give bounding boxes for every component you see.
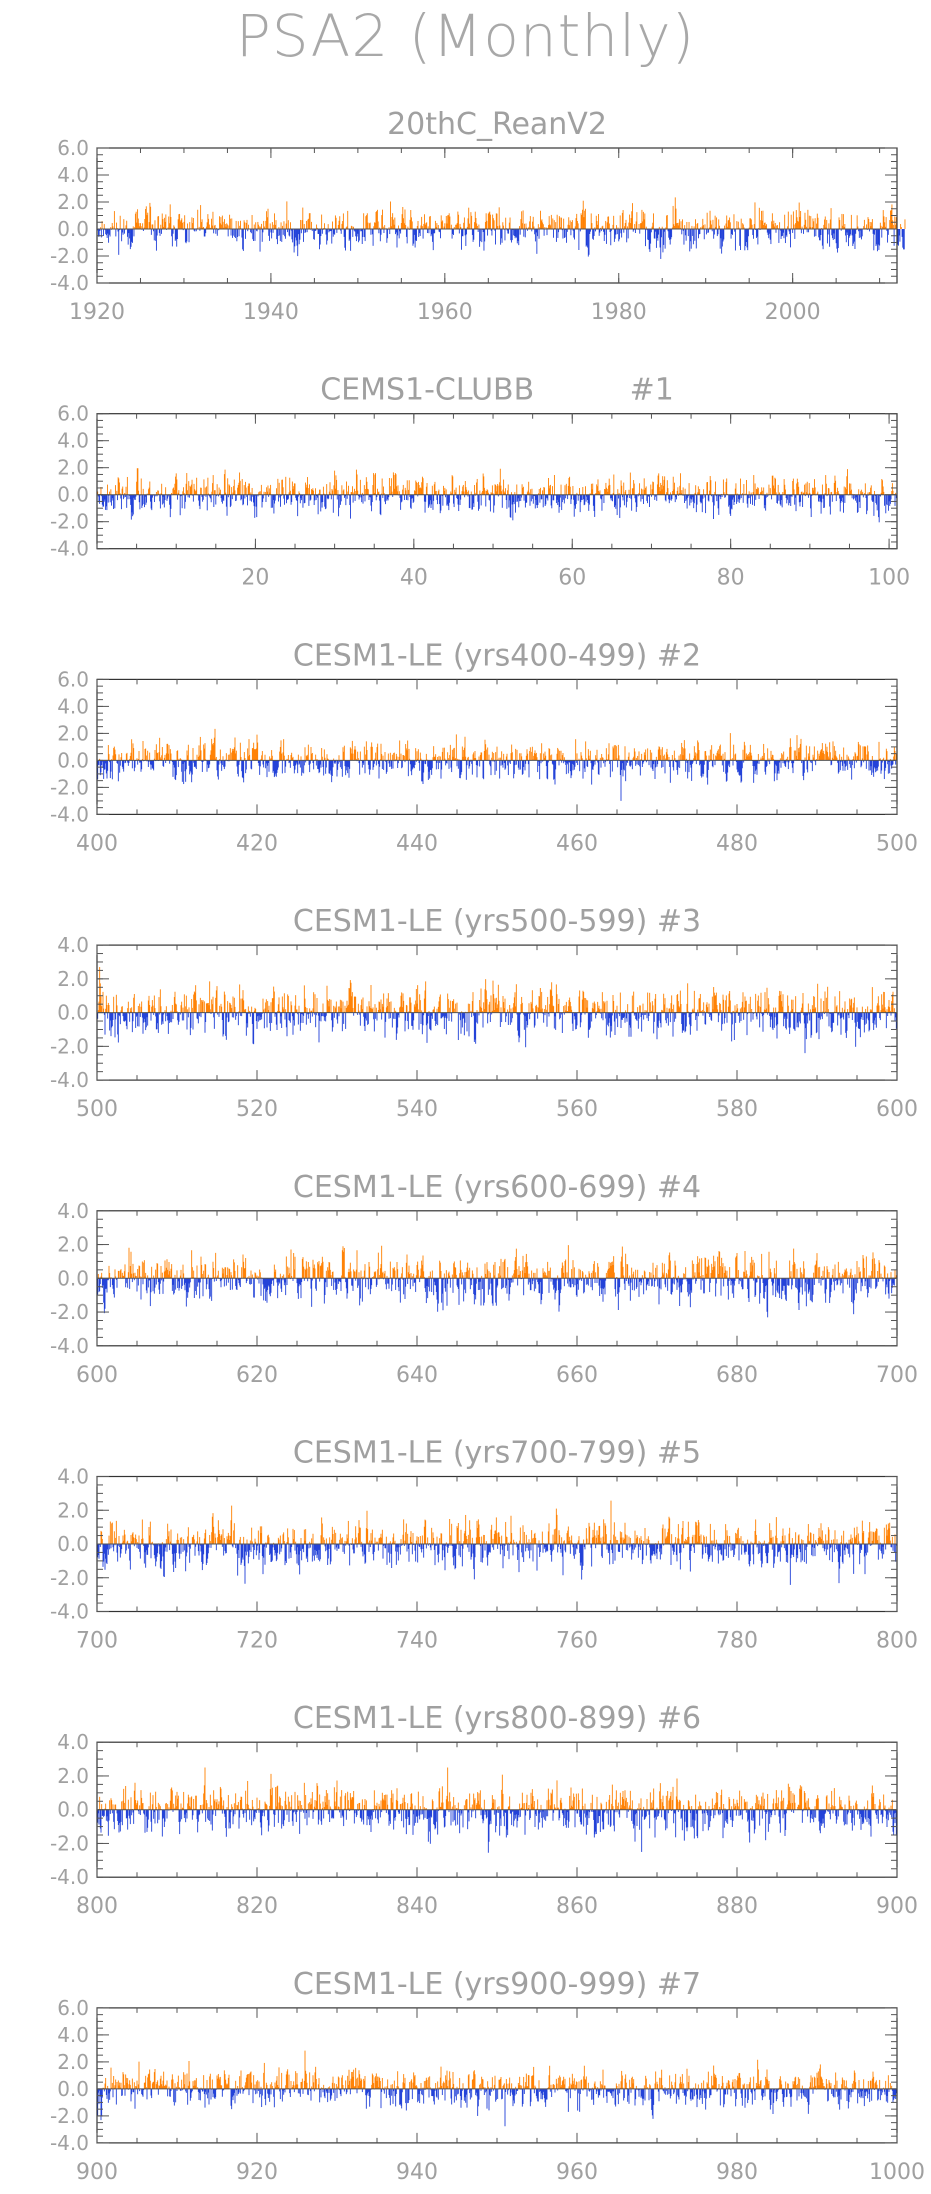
y-tick-label: 0.0: [57, 483, 89, 507]
series-bars: [96, 967, 897, 1054]
series-bars: [96, 197, 906, 259]
y-tick-label: 2.0: [57, 190, 89, 214]
x-tick-label: 60: [558, 566, 586, 591]
x-tick-label: 420: [236, 831, 278, 856]
panel-2: CESM1-LE (yrs400-499) #2 6.0 4.0 2.0 0.0 -2.0…: [50, 638, 918, 856]
y-tick-label: -2.0: [50, 510, 89, 534]
panel-title: CEMS1-CLUBB #1: [320, 373, 674, 408]
x-tick-label: 440: [396, 831, 438, 856]
x-tick-label: 1920: [69, 300, 125, 325]
y-tick-label: 4.0: [57, 429, 89, 453]
y-tick-label: 6.0: [57, 402, 89, 426]
y-tick-label: 4.0: [57, 694, 89, 718]
x-tick-label: 1980: [591, 300, 647, 325]
series-bars: [96, 728, 897, 801]
x-tick-label: 1940: [243, 300, 299, 325]
panel-1: CEMS1-CLUBB #1 6.0 4.0 2.0 0.0 -2.0 -4.0 20 40 60…: [50, 373, 910, 591]
panel-3: CESM1-LE (yrs500-599) #34.02.00.0-2.0-4.…: [50, 904, 918, 1122]
y-tick-label: 0.0: [57, 217, 89, 241]
x-tick-label: 480: [716, 831, 758, 856]
y-tick-label: -4.0: [50, 537, 89, 561]
x-tick-label: 500: [876, 831, 918, 856]
panel-0: 20thC_ReanV2 6.0 4.0 2.0 0.0 -2.0 -4.0 1920 1940…: [50, 107, 906, 325]
y-tick-label: -2.0: [50, 775, 89, 799]
y-tick-label: -2.0: [50, 244, 89, 268]
x-tick-label: 400: [76, 831, 118, 856]
x-tick-label: 20: [241, 566, 269, 591]
x-tick-label: 2000: [765, 300, 821, 325]
x-tick-label: 1960: [417, 300, 473, 325]
y-tick-label: 2.0: [57, 721, 89, 745]
main-title: PSA2 (Monthly): [235, 2, 696, 70]
x-tick-label: 460: [556, 831, 598, 856]
x-tick-label: 80: [717, 566, 745, 591]
x-tick-label: 40: [400, 566, 428, 591]
y-tick-label: -4.0: [50, 802, 89, 826]
y-tick-label: 6.0: [57, 136, 89, 160]
y-tick-label: -4.0: [50, 271, 89, 295]
y-tick-label: 6.0: [57, 667, 89, 691]
y-tick-label: 0.0: [57, 748, 89, 772]
y-tick-label: 2.0: [57, 456, 89, 480]
plot-frame: [96, 413, 898, 550]
panel-title: CESM1-LE (yrs500-599) #3: [293, 904, 701, 939]
panel-title: 20thC_ReanV2: [387, 107, 607, 142]
series-bars: [96, 468, 897, 523]
y-tick-label: 4.0: [57, 163, 89, 187]
x-tick-label: 100: [868, 566, 910, 591]
panel-title: CESM1-LE (yrs400-499) #2: [293, 638, 701, 673]
